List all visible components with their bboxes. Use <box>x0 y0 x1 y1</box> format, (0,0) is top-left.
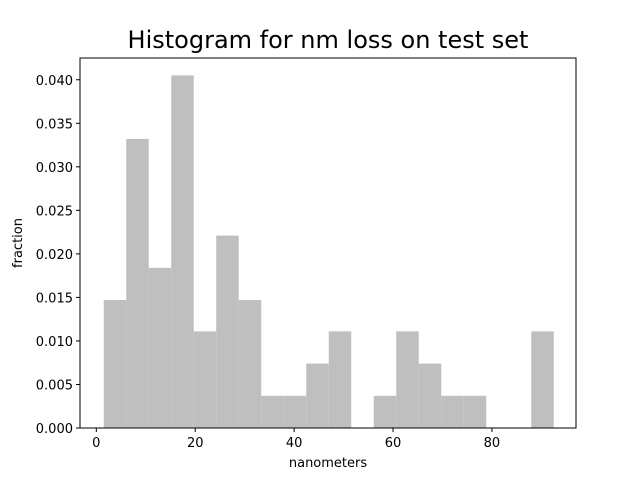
y-axis-label: fraction <box>11 218 26 268</box>
y-tick-label-5: 0.025 <box>36 204 73 219</box>
x-tick-label-1: 20 <box>187 436 204 451</box>
y-tick-label-4: 0.020 <box>36 248 73 263</box>
histogram-bar-2 <box>148 267 172 428</box>
y-tick-label-1: 0.005 <box>36 378 73 393</box>
histogram-bar-6 <box>238 300 262 428</box>
histogram-bar-16 <box>463 395 487 428</box>
histogram-bar-7 <box>261 395 284 428</box>
histogram-bar-15 <box>441 395 464 428</box>
plot-area-frame <box>79 57 577 429</box>
x-tick-label-3: 60 <box>385 436 402 451</box>
y-tick-label-6: 0.030 <box>36 161 73 176</box>
histogram-bar-9 <box>306 363 329 428</box>
histogram-bar-4 <box>193 331 217 428</box>
bars-group <box>103 75 554 428</box>
y-tick-label-0: 0.000 <box>36 422 73 437</box>
histogram-bar-19 <box>531 331 554 428</box>
x-tick-label-2: 40 <box>286 436 303 451</box>
y-tick-label-2: 0.010 <box>36 335 73 350</box>
y-tick-label-3: 0.015 <box>36 291 73 306</box>
histogram-bar-1 <box>126 138 149 428</box>
x-axis-ticks: 0 20 40 60 80 <box>92 428 500 451</box>
y-tick-label-7: 0.035 <box>36 117 73 132</box>
y-axis-ticks: 0.000 0.005 0.010 0.015 0.020 0.025 0.030 0.035… <box>36 74 80 437</box>
histogram-bar-14 <box>418 363 442 428</box>
histogram-bar-5 <box>216 235 239 428</box>
histogram-bar-12 <box>373 395 397 428</box>
histogram-bar-0 <box>103 300 127 428</box>
histogram-bar-3 <box>171 75 194 428</box>
chart-title: Histogram for nm loss on test set <box>128 26 529 54</box>
histogram-bar-13 <box>396 331 419 428</box>
x-tick-label-4: 80 <box>484 436 501 451</box>
histogram-bar-10 <box>328 331 352 428</box>
y-tick-label-8: 0.040 <box>36 74 73 89</box>
histogram-bar-8 <box>283 395 307 428</box>
x-axis-label: nanometers <box>289 456 368 471</box>
x-tick-label-0: 0 <box>92 436 100 451</box>
